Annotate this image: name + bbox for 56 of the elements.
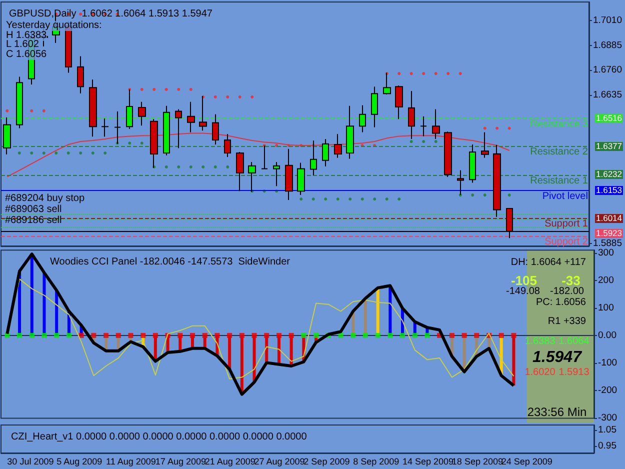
text: 1.6232 <box>595 169 623 180</box>
annotation: L 1.602 <box>6 39 39 50</box>
annotation: R1 +339 <box>548 316 586 327</box>
x-tick-label: 11 Aug 2009 <box>106 456 156 466</box>
y-tick-label: 1.6885 <box>592 40 622 51</box>
annotation: 1.5947 <box>532 349 582 366</box>
annotation: PC: 1.6056 <box>536 297 586 308</box>
ref-line-label: Resistance 2 <box>530 146 588 158</box>
text: 1.6153 <box>595 185 623 195</box>
text: GBPUSD,Daily 1.6062 1.6064 1.5913 1.5947 <box>9 8 213 20</box>
text: Woodies CCI Panel -182.0046 -147.5573 SideWinder <box>50 256 291 268</box>
annotation: C 1.6056 <box>6 48 47 60</box>
x-tick-label: 8 Sep 2009 <box>353 456 400 466</box>
text: 1.5923 <box>595 228 623 238</box>
ref-line-label: #689063 sell <box>5 204 62 216</box>
ref-line-label: #689204 buy stop <box>5 193 85 204</box>
y-tick-label: 0.00 <box>598 330 616 341</box>
y-tick-label: 300 <box>598 247 614 258</box>
ref-line-label: Resistance 3 <box>530 119 588 130</box>
annotation: DH: 1.6064 +117 <box>510 257 586 268</box>
text: CZI_Heart_v1 0.0000 0.0000 0.0000 0.0000 0.0000 0.0000 0.0000 <box>11 432 308 442</box>
x-tick-label: 24 Sep 2009 <box>501 456 552 466</box>
x-tick-label: 17 Aug 2009 <box>155 456 206 466</box>
x-tick-label: 5 Aug 2009 <box>56 456 102 466</box>
annotation: Yesterday quotations: <box>6 20 102 31</box>
ref-line-label: Pivot level <box>542 191 588 202</box>
x-tick-label: 18 Sep 2009 <box>452 456 503 466</box>
y-tick-label: 100 <box>598 302 614 314</box>
ref-line-label: Support 2 <box>544 236 588 248</box>
annotation: -33 <box>562 273 580 288</box>
annotation: -182.00 <box>550 286 584 297</box>
ref-line-label: Support 1 <box>544 218 588 230</box>
annotation: 233:56 Min <box>527 405 587 419</box>
y-tick-label: -300 <box>598 412 618 424</box>
x-tick-label: 21 Aug 2009 <box>204 456 256 466</box>
text: 1.6516 <box>595 113 623 124</box>
annotation: H 1.6383 <box>6 30 47 40</box>
text: 1.6377 <box>595 140 623 151</box>
y-tick-label: 1.6635 <box>592 89 622 100</box>
x-tick-label: 30 Jul 2009 <box>7 456 54 466</box>
x-tick-label: 2 Sep 2009 <box>304 456 350 466</box>
annotation: 1.5913 <box>558 367 590 378</box>
x-tick-label: 27 Aug 2009 <box>254 456 305 466</box>
x-tick-label: 14 Sep 2009 <box>402 456 454 466</box>
y-tick-label: -200 <box>598 384 618 396</box>
y-tick-label: 1.7010 <box>592 15 622 26</box>
annotation: -149.08 <box>506 286 540 297</box>
y-tick-label: 1.6760 <box>592 64 622 76</box>
y-tick-label: -100 <box>598 357 618 368</box>
y-tick-label: 0.95 <box>598 440 616 452</box>
ref-line-label: Resistance 1 <box>530 175 588 186</box>
y-tick-label: 200 <box>598 274 614 286</box>
y-tick-label: 1.5885 <box>592 238 622 250</box>
text: 1.6014 <box>595 212 623 223</box>
y-tick-label: 1.05 <box>598 424 616 436</box>
annotation: 1.6064 <box>558 336 590 347</box>
